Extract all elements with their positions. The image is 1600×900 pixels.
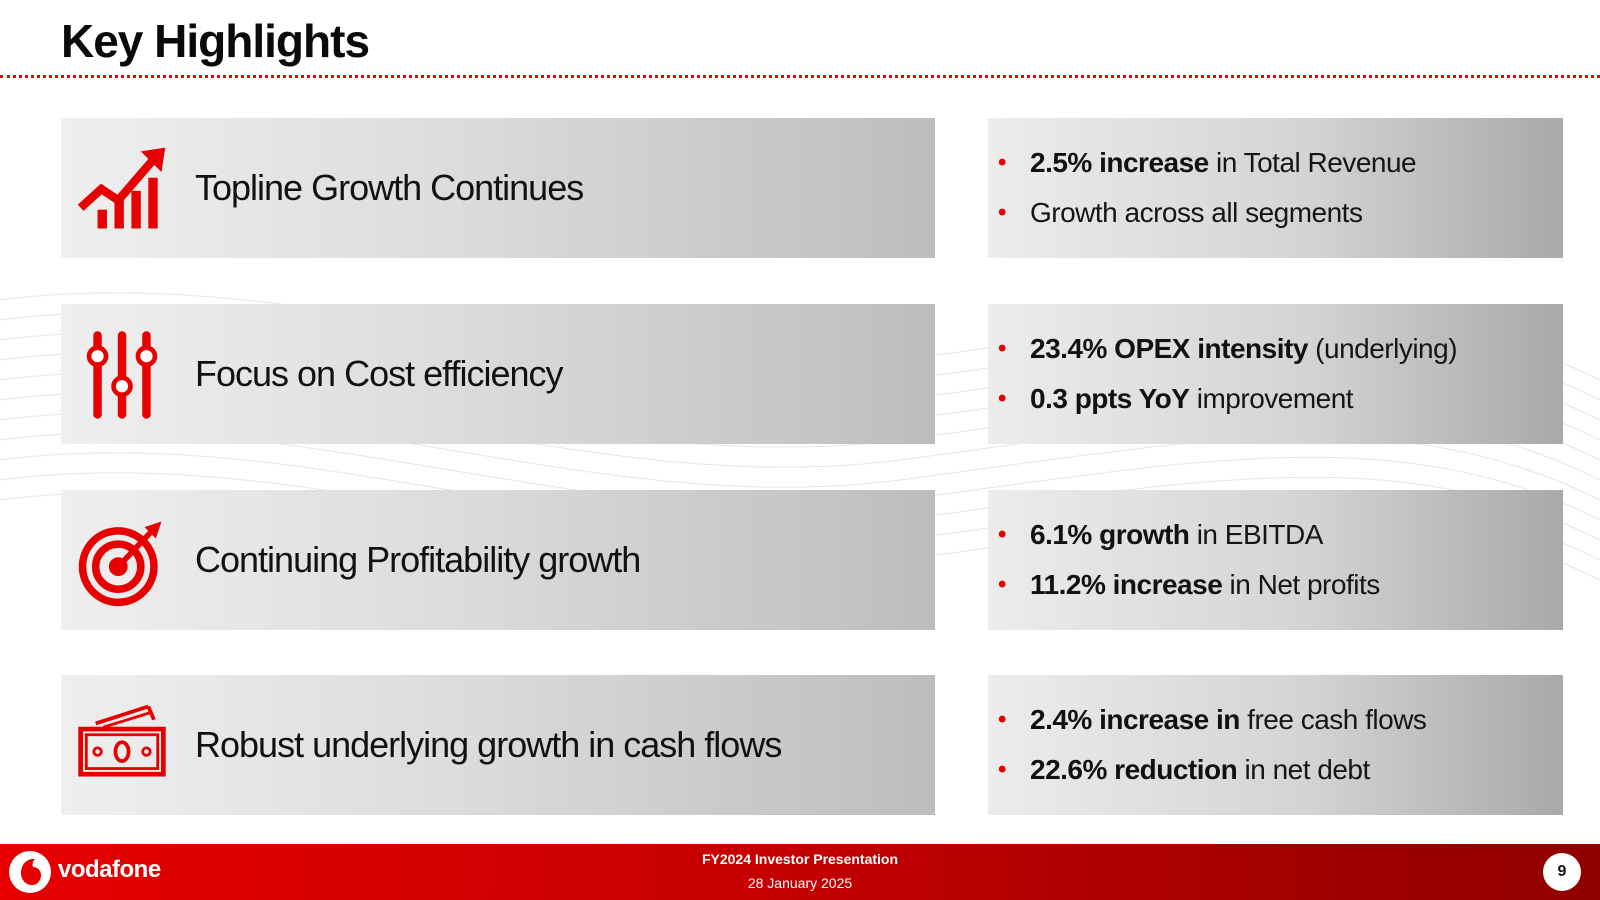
cash-icon (78, 704, 166, 777)
sliders-icon (86, 331, 158, 419)
bullet-item: • 22.6% reduction in net debt (988, 752, 1563, 802)
bullet-dot-icon: • (998, 335, 1006, 362)
highlight-card-cashflow: Robust underlying growth in cash flows (61, 675, 935, 815)
bullet-text: (underlying) (1307, 333, 1458, 364)
bullet-dot-icon: • (998, 756, 1006, 783)
bullet-item: • 2.5% increase in Total Revenue (988, 145, 1563, 195)
bullet-emphasis: 11.2% increase (1030, 569, 1223, 600)
bullet-dot-icon: • (998, 149, 1006, 176)
bullet-text: in net debt (1237, 754, 1371, 785)
highlight-label: Robust underlying growth in cash flows (195, 724, 782, 765)
highlight-label: Focus on Cost efficiency (195, 353, 564, 394)
bullet-dot-icon: • (998, 199, 1006, 226)
highlight-row-profitability: Continuing Profitability growth • 6.1% gr… (0, 490, 1600, 630)
brand-name: vodafone (58, 856, 161, 883)
title-divider (0, 75, 1600, 78)
highlight-row-cashflow: Robust underlying growth in cash flows •… (0, 675, 1600, 815)
bullet-emphasis: 0.3 ppts YoY (1030, 383, 1190, 414)
bullet-dot-icon: • (998, 521, 1006, 548)
presentation-date: 28 January 2025 (747, 875, 853, 891)
target-icon (78, 521, 162, 607)
highlight-label: Topline Growth Continues (195, 167, 584, 208)
bullet-text: in Net profits (1222, 569, 1381, 600)
highlight-row-topline: Topline Growth Continues • 2.5% increase … (0, 118, 1600, 258)
bullet-emphasis: 6.1% growth (1030, 519, 1190, 550)
bullet-emphasis: 23.4% OPEX intensity (1030, 333, 1308, 364)
highlight-label: Continuing Profitability growth (195, 539, 641, 580)
bullet-item: • 0.3 ppts YoY improvement (988, 381, 1563, 431)
bullet-emphasis: 2.4% increase in (1030, 704, 1240, 735)
highlight-card-profitability: Continuing Profitability growth (61, 490, 935, 630)
highlight-card-cost: Focus on Cost efficiency (61, 304, 935, 444)
bullet-dot-icon: • (998, 385, 1006, 412)
rising-bar-chart-icon (77, 147, 166, 229)
highlight-details-topline: • 2.5% increase in Total Revenue • Growth … (988, 118, 1563, 258)
bullet-text: in EBITDA (1189, 519, 1324, 550)
slide-footer: vodafone FY2024 Investor Presentation 28… (0, 844, 1600, 900)
bullet-emphasis: 2.5% increase (1030, 147, 1209, 178)
bullet-emphasis: 22.6% reduction (1030, 754, 1238, 785)
highlight-row-cost: Focus on Cost efficiency • 23.4% OPEX int… (0, 304, 1600, 444)
bullet-item: • 11.2% increase in Net profits (988, 567, 1563, 617)
bullet-text: improvement (1189, 383, 1354, 414)
page-number-badge: 9 (1543, 853, 1581, 891)
presentation-title: FY2024 Investor Presentation (701, 851, 899, 867)
bullet-item: • 2.4% increase in free cash flows (988, 702, 1563, 752)
bullet-text: free cash flows (1239, 704, 1427, 735)
highlight-details-cost: • 23.4% OPEX intensity (underlying) • 0.3 … (988, 304, 1563, 444)
highlight-details-cashflow: • 2.4% increase in free cash flows • 22.6%… (988, 675, 1563, 815)
bullet-dot-icon: • (998, 571, 1006, 598)
highlight-card-topline: Topline Growth Continues (61, 118, 935, 258)
bullet-item: • Growth across all segments (988, 195, 1563, 245)
bullet-item: • 6.1% growth in EBITDA (988, 517, 1563, 567)
bullet-dot-icon: • (998, 706, 1006, 733)
vodafone-logo-icon (9, 851, 51, 893)
bullet-text: in Total Revenue (1208, 147, 1417, 178)
slide-title: Key Highlights (61, 15, 370, 67)
bullet-item: • 23.4% OPEX intensity (underlying) (988, 331, 1563, 381)
bullet-text: Growth across all segments (1030, 197, 1363, 228)
highlight-details-profitability: • 6.1% growth in EBITDA • 11.2% increase i… (988, 490, 1563, 630)
